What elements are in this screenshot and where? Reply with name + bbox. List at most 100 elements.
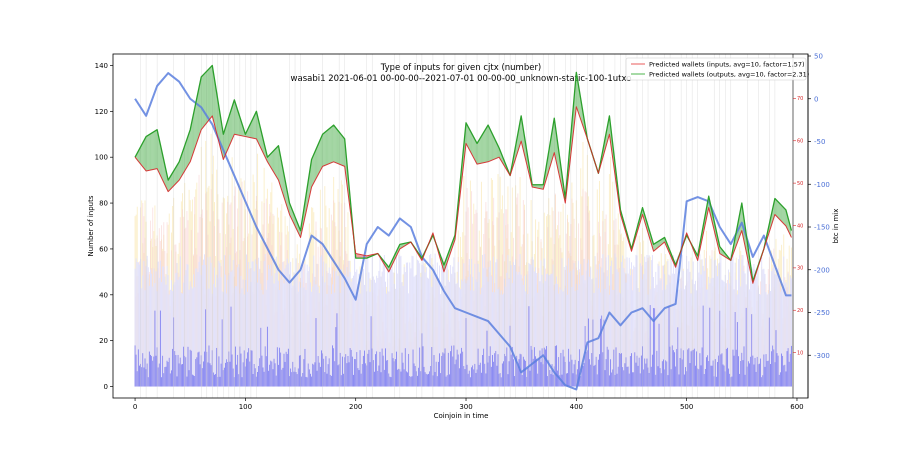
bar-light xyxy=(714,259,716,387)
fill-segment xyxy=(662,238,664,244)
fill-segment xyxy=(322,133,324,167)
bar-blue xyxy=(151,356,153,387)
bar-light xyxy=(309,282,311,387)
bar-light xyxy=(708,276,710,387)
bar-blue xyxy=(576,369,578,387)
bar-light xyxy=(243,294,245,387)
bar-light xyxy=(302,264,304,387)
bar-light xyxy=(368,272,370,387)
bar-light xyxy=(463,263,465,387)
fill-segment xyxy=(162,154,164,183)
bar-blue xyxy=(277,364,279,387)
fill-segment xyxy=(276,146,278,179)
bar-light xyxy=(517,274,519,387)
bar-light xyxy=(372,276,374,387)
fill-segment xyxy=(147,135,149,171)
fill-segment xyxy=(781,205,783,223)
fill-segment xyxy=(215,86,217,134)
chart-subtitle: wasabi1 2021-06-01 00-00-00--2021-07-01 … xyxy=(291,74,632,84)
bar-light xyxy=(645,261,647,387)
bar-blue xyxy=(445,376,447,387)
bar-light xyxy=(409,262,411,387)
fill-segment xyxy=(189,129,191,164)
fill-segment xyxy=(537,184,539,189)
bar-blue xyxy=(143,367,145,387)
bar-light xyxy=(146,255,148,387)
bar-blue xyxy=(578,360,580,387)
bar-light xyxy=(477,263,479,387)
bar-light xyxy=(681,254,683,387)
bar-blue xyxy=(693,348,695,387)
bar-blue xyxy=(692,349,694,387)
bar-light xyxy=(781,288,783,387)
bar-light xyxy=(377,278,379,387)
fill-segment xyxy=(268,154,270,166)
bar-light xyxy=(446,259,448,387)
bar-light xyxy=(711,257,713,387)
bar-light xyxy=(784,283,786,387)
bar-light xyxy=(512,262,514,387)
bar-light xyxy=(761,256,763,387)
bar-blue xyxy=(435,361,437,387)
bar-blue xyxy=(668,305,670,387)
bar-blue xyxy=(434,371,436,387)
bar-light xyxy=(433,269,435,387)
fill-segment xyxy=(534,184,536,188)
bar-blue xyxy=(396,351,398,387)
bar-light xyxy=(167,275,169,387)
fill-segment xyxy=(471,133,473,156)
bar-blue xyxy=(358,370,360,387)
bar-blue xyxy=(359,350,361,387)
fill-segment xyxy=(778,201,780,220)
fill-segment xyxy=(653,243,655,252)
fill-segment xyxy=(227,117,229,150)
y-tick-label: 60 xyxy=(99,245,108,253)
bar-light xyxy=(701,259,703,387)
bar-light xyxy=(576,290,578,387)
bar-light xyxy=(272,256,274,387)
bar-blue xyxy=(616,373,618,387)
bar-light xyxy=(312,286,314,387)
bar-blue xyxy=(440,373,442,387)
fill-segment xyxy=(491,131,493,161)
bar-light xyxy=(492,292,493,387)
fill-segment xyxy=(477,141,479,165)
bar-light xyxy=(456,282,458,387)
bar-blue xyxy=(551,364,553,387)
bar-blue xyxy=(597,359,599,387)
bar-blue xyxy=(154,310,156,387)
bar-light xyxy=(347,276,349,387)
bar-light xyxy=(166,265,168,387)
bar-light xyxy=(358,273,360,387)
bar-blue xyxy=(195,359,197,387)
bar-light xyxy=(568,258,570,387)
bar-light xyxy=(318,293,320,387)
bar-blue xyxy=(262,367,264,387)
x-axis-ticks: 0 100 200 300 400 500 600 xyxy=(133,398,804,411)
bar-blue xyxy=(439,353,441,387)
fill-segment xyxy=(323,132,325,166)
bar-blue xyxy=(159,310,161,387)
bar-light xyxy=(749,289,751,387)
bar-blue xyxy=(606,346,608,387)
bar-blue xyxy=(771,351,773,387)
bar-light xyxy=(434,253,436,387)
bar-blue xyxy=(565,373,567,387)
bar-blue xyxy=(264,346,266,387)
bar-light xyxy=(373,279,375,387)
bar-blue xyxy=(162,355,164,387)
bar-light xyxy=(578,260,580,387)
bar-blue xyxy=(142,353,144,387)
bar-blue xyxy=(332,345,334,387)
fill-segment xyxy=(157,129,159,171)
bar-blue xyxy=(377,370,379,387)
btc-tick-label: 50 xyxy=(814,53,823,61)
bar-blue xyxy=(703,374,705,387)
bar-blue xyxy=(416,375,418,387)
bar-blue xyxy=(373,371,375,387)
bar-light xyxy=(390,269,392,387)
fill-segment xyxy=(479,137,481,164)
bar-light xyxy=(718,263,720,387)
bar-blue xyxy=(182,364,183,387)
fill-segment xyxy=(149,133,151,171)
